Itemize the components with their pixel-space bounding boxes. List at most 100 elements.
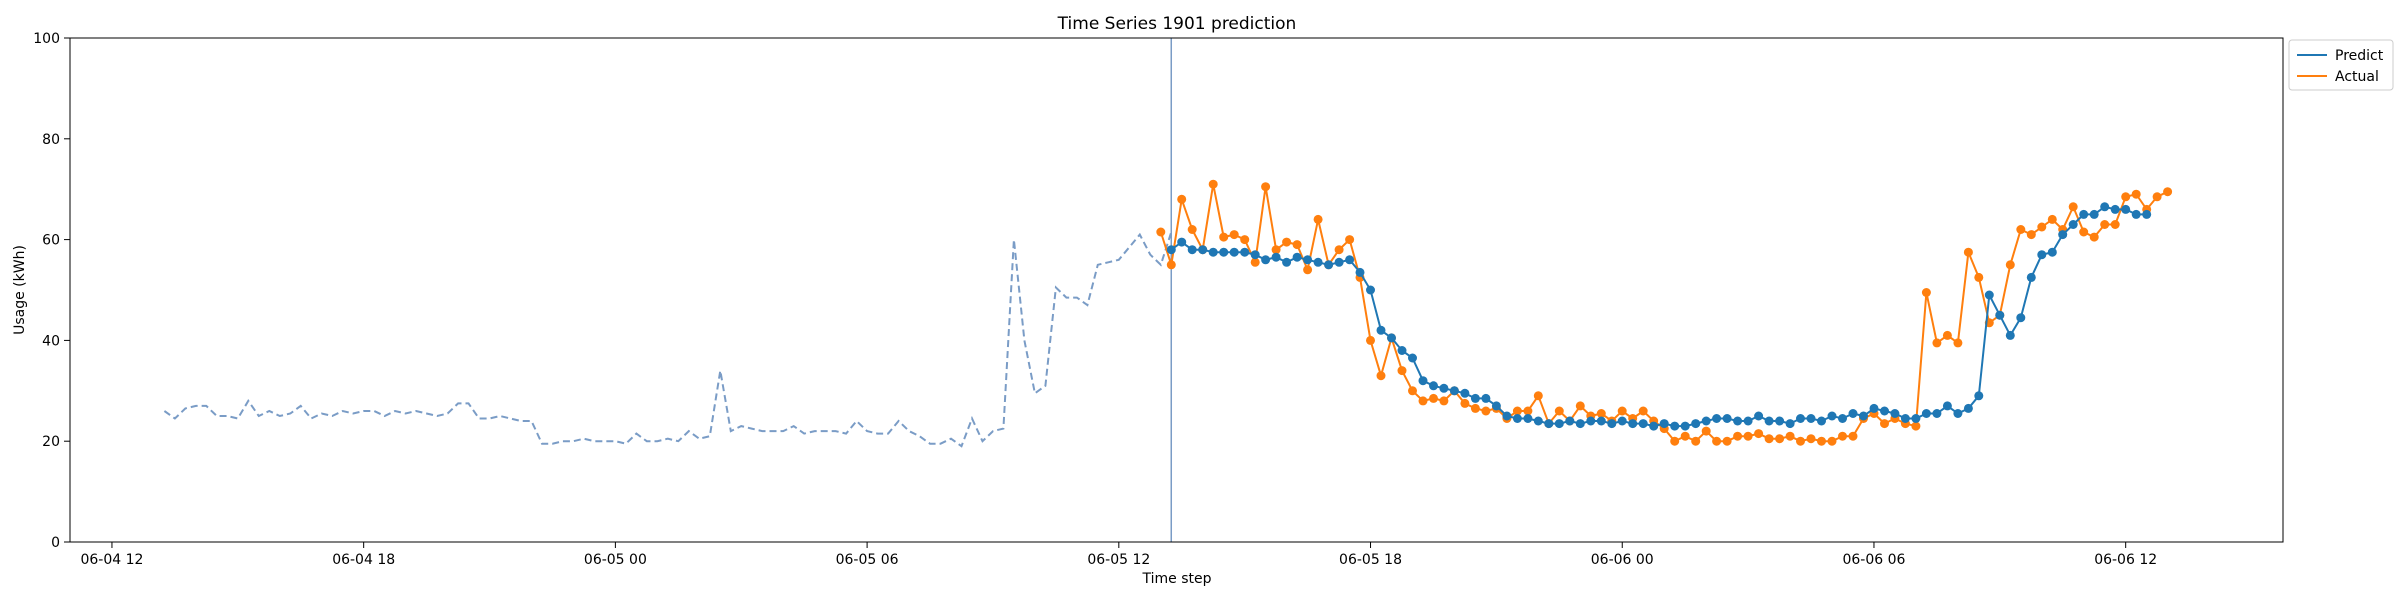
actual-point	[1219, 232, 1229, 242]
predict-point	[1984, 290, 1994, 300]
actual-point	[1848, 431, 1858, 441]
predict-point	[1219, 247, 1229, 257]
actual-point	[2121, 192, 2131, 202]
actual-point	[1932, 338, 1942, 348]
predict-point	[1953, 409, 1963, 418]
actual-point	[2131, 189, 2141, 199]
actual-point	[1240, 235, 1250, 245]
predict-point	[1397, 346, 1407, 355]
predict-point	[1806, 414, 1816, 423]
predict-point	[1439, 383, 1449, 393]
actual-point	[1303, 265, 1313, 275]
predict-point	[1963, 403, 1973, 413]
predict-point	[1366, 285, 1375, 295]
predict-point	[1743, 416, 1753, 426]
predict-point	[1449, 386, 1459, 396]
predict-point	[1429, 381, 1438, 391]
actual-point	[1397, 366, 1407, 376]
predict-point	[1722, 414, 1732, 423]
predict-point	[2079, 209, 2089, 219]
y-tick-label: 80	[42, 132, 60, 148]
predict-point	[1575, 419, 1585, 429]
actual-point	[1942, 330, 1952, 340]
legend-actual-label: Actual	[2335, 69, 2379, 85]
predict-point	[1670, 421, 1680, 431]
actual-point	[1953, 338, 1963, 348]
actual-point	[1229, 230, 1239, 240]
x-tick-label: 06-04 12	[80, 552, 143, 568]
predict-point	[1712, 414, 1722, 423]
predict-point	[1900, 414, 1910, 423]
predict-point	[1240, 247, 1250, 257]
actual-point	[1764, 434, 1774, 444]
predict-point	[2037, 250, 2047, 260]
predict-point	[1775, 416, 1785, 426]
predict-point	[1796, 414, 1805, 423]
actual-point	[2047, 214, 2057, 224]
actual-point	[1177, 194, 1187, 204]
x-tick-label: 06-05 18	[1339, 552, 1402, 568]
predict-point	[1607, 419, 1617, 429]
actual-point	[1963, 247, 1973, 257]
predict-point	[1303, 255, 1313, 265]
actual-point	[2152, 192, 2162, 202]
actual-point	[1334, 245, 1344, 255]
actual-point	[1208, 179, 1218, 189]
predict-point	[1880, 406, 1889, 416]
predict-point	[2121, 204, 2131, 214]
actual-point	[1481, 406, 1491, 416]
predict-point	[1764, 416, 1774, 426]
actual-point	[1439, 396, 1449, 406]
actual-point	[1408, 386, 1417, 396]
predict-point	[1470, 393, 1480, 403]
x-tick-label: 06-06 06	[1842, 552, 1905, 568]
predict-point	[2142, 209, 2152, 219]
actual-point	[1366, 335, 1375, 345]
actual-point	[1554, 406, 1564, 416]
actual-point	[1596, 409, 1606, 418]
actual-point	[1785, 431, 1795, 441]
actual-point	[1156, 227, 1166, 237]
actual-point	[1617, 406, 1627, 416]
actual-point	[1187, 225, 1197, 234]
actual-point	[1701, 426, 1711, 436]
predict-series-line	[1170, 205, 2147, 428]
predict-point	[1208, 247, 1218, 257]
x-tick-label: 06-06 12	[2094, 552, 2157, 568]
predict-point	[1733, 416, 1743, 426]
predict-point	[2047, 247, 2057, 257]
predict-point	[1544, 419, 1554, 429]
predict-point	[1859, 411, 1868, 421]
predict-point	[2131, 209, 2141, 219]
actual-point	[2163, 187, 2173, 197]
predict-point	[1701, 416, 1711, 426]
actual-point	[2100, 220, 2110, 229]
predict-point	[1481, 393, 1491, 403]
predict-point	[1596, 416, 1606, 426]
x-tick-label: 06-06 00	[1591, 552, 1654, 568]
predict-point	[1523, 414, 1533, 423]
actual-point	[1712, 436, 1722, 446]
actual-point	[1282, 237, 1292, 247]
predict-point	[1659, 419, 1669, 429]
predict-point	[1817, 416, 1826, 426]
predict-point	[1502, 411, 1512, 421]
predict-point	[2016, 313, 2026, 323]
actual-point	[1838, 431, 1847, 441]
predict-point	[1932, 409, 1942, 418]
actual-point	[1429, 393, 1438, 403]
predict-point	[1628, 419, 1638, 429]
actual-point	[2037, 222, 2047, 232]
actual-point	[2079, 227, 2089, 237]
predict-point	[1911, 414, 1921, 423]
predict-point	[1921, 409, 1931, 418]
actual-point	[2026, 230, 2036, 240]
actual-point	[2110, 220, 2120, 229]
x-tick-label: 06-05 00	[584, 552, 647, 568]
predict-point	[1649, 421, 1659, 431]
y-tick-label: 0	[51, 535, 60, 551]
predict-point	[1376, 325, 1386, 335]
actual-point	[2005, 260, 2015, 270]
predict-point	[1198, 245, 1208, 255]
